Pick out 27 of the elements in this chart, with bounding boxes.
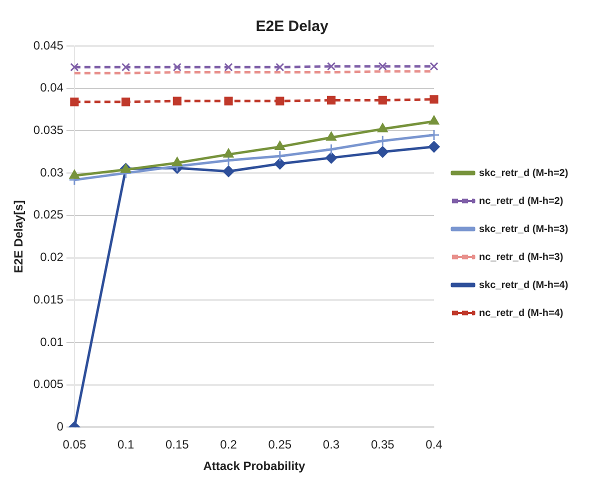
- legend-label: skc_retr_d (M-h=4): [479, 280, 568, 291]
- x-axis-title: Attack Probability: [203, 459, 306, 474]
- x-tick-label: 0.25: [268, 438, 292, 452]
- x-tick-label: 0.05: [62, 438, 86, 452]
- y-tick-label: 0.04: [40, 80, 64, 95]
- y-tick-label: 0.025: [33, 208, 64, 222]
- y-tick-label: 0.045: [33, 38, 64, 52]
- x-tick-label: 0.3: [322, 438, 340, 452]
- x-tick-label: 0.35: [370, 438, 395, 452]
- x-tick-label: 0.2: [220, 438, 238, 452]
- x-tick-label: 0.15: [165, 438, 190, 452]
- legend-label: skc_retr_d (M-h=3): [479, 224, 568, 235]
- y-tick-label: 0.02: [40, 250, 64, 264]
- x-tick-label: 0.4: [426, 438, 443, 452]
- y-tick-label: 0: [56, 420, 64, 434]
- y-tick-label: 0.005: [33, 377, 64, 392]
- y-axis-title: E2E Delay[s]: [12, 200, 26, 273]
- legend-label: nc_retr_d (M-h=4): [479, 308, 564, 319]
- legend-label: skc_retr_d (M-h=2): [479, 168, 568, 179]
- legend-label: nc_retr_d (M-h=2): [479, 196, 564, 207]
- y-tick-label: 0.01: [40, 334, 64, 349]
- legend-label: nc_retr_d (M-h=3): [479, 252, 564, 263]
- y-tick-label: 0.03: [40, 165, 64, 180]
- x-tick-label: 0.1: [117, 438, 134, 452]
- y-tick-label: 0.015: [33, 292, 64, 306]
- chart-title: E2E Delay: [256, 18, 329, 36]
- y-tick-label: 0.035: [33, 123, 64, 138]
